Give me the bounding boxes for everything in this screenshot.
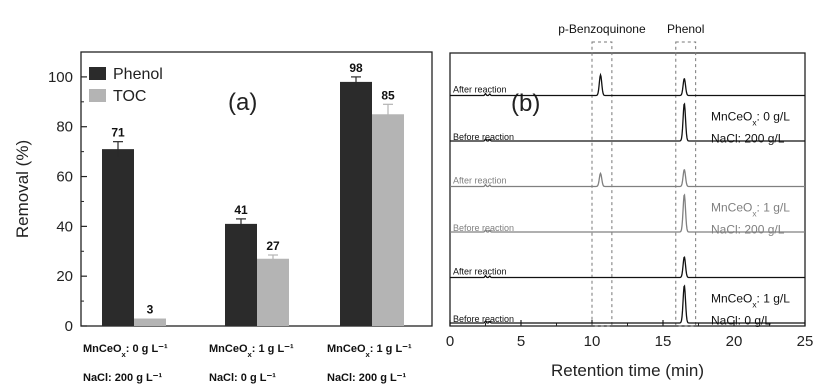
y-axis-title: Removal (%) (13, 140, 32, 238)
bar-value-label: 27 (266, 239, 280, 253)
chromatogram-trace (450, 193, 805, 233)
group-condition-line1: MnCeOx: 1 g/L (711, 201, 790, 219)
trace-label: Before reaction (453, 223, 514, 233)
chromatogram-trace (450, 72, 805, 97)
bar-value-label: 3 (147, 303, 154, 317)
group-condition-line1: MnCeOx: 1 g/L (711, 292, 790, 310)
bar-value-label: 41 (234, 203, 248, 217)
trace-label: After reaction (453, 176, 507, 186)
legend-swatch-toc (89, 89, 106, 102)
bar-phenol (225, 223, 257, 326)
category-label-line1: MnCeOx: 1 g L⁻¹ (209, 343, 294, 359)
legend-label-phenol: Phenol (113, 66, 163, 83)
x-tick-label: 0 (446, 333, 454, 350)
y-tick-label: 20 (56, 268, 73, 285)
x-tick-label: 5 (517, 333, 525, 350)
x-tick-label: 15 (655, 333, 672, 350)
category-label-line2: NaCl: 200 g L⁻¹ (327, 372, 406, 384)
group-condition-line1: MnCeOx: 0 g/L (711, 110, 790, 128)
group-condition-line2: NaCl: 0 g/L (711, 314, 771, 328)
x-tick-label: 20 (726, 333, 743, 350)
trace-label: Before reaction (453, 132, 514, 142)
chromatogram-trace (450, 284, 805, 324)
bar-phenol (340, 81, 372, 327)
y-tick-label: 60 (56, 169, 73, 186)
peak-window-box (591, 41, 613, 327)
chromatogram-trace (450, 169, 805, 188)
trace-label: Before reaction (453, 314, 514, 324)
category-label-line2: NaCl: 200 g L⁻¹ (83, 372, 162, 384)
category-label-line1: MnCeOx: 0 g L⁻¹ (83, 343, 168, 359)
peak-window-label: Phenol (667, 22, 704, 36)
trace-label: After reaction (453, 267, 507, 277)
panel-label-b: (b) (511, 90, 540, 117)
bar-toc (257, 258, 289, 326)
bar-toc (134, 318, 166, 326)
panel-label-a: (a) (228, 89, 257, 116)
group-condition-line2: NaCl: 200 g/L (711, 132, 785, 146)
bar-phenol (102, 149, 134, 326)
category-label-line1: MnCeOx: 1 g L⁻¹ (327, 343, 412, 359)
legend-swatch-phenol (89, 67, 106, 80)
bar-value-label: 71 (111, 126, 125, 140)
legend-label-toc: TOC (113, 88, 146, 105)
group-condition-line2: NaCl: 200 g/L (711, 223, 785, 237)
peak-window-box (675, 41, 697, 327)
category-label-line2: NaCl: 0 g L⁻¹ (209, 372, 276, 384)
y-tick-label: 0 (65, 318, 73, 335)
chromatogram-trace (450, 256, 805, 279)
removal-bar-chart: 0 20 40 60 80 100 Removal (%) (a) Phenol TOC 71 41 9… (13, 51, 433, 384)
y-tick-label: 100 (48, 69, 73, 86)
bar-value-label: 85 (381, 88, 395, 102)
bar-toc (372, 114, 404, 326)
x-tick-label: 25 (797, 333, 814, 350)
trace-label: After reaction (453, 85, 507, 95)
chromatogram-trace (450, 102, 805, 142)
peak-window-label: p-Benzoquinone (558, 22, 646, 36)
y-tick-label: 80 (56, 119, 73, 136)
bar-value-label: 98 (349, 61, 363, 75)
x-tick-label: 10 (584, 333, 601, 350)
y-tick-label: 40 (56, 218, 73, 235)
x-axis-title: Retention time (min) (551, 361, 704, 380)
